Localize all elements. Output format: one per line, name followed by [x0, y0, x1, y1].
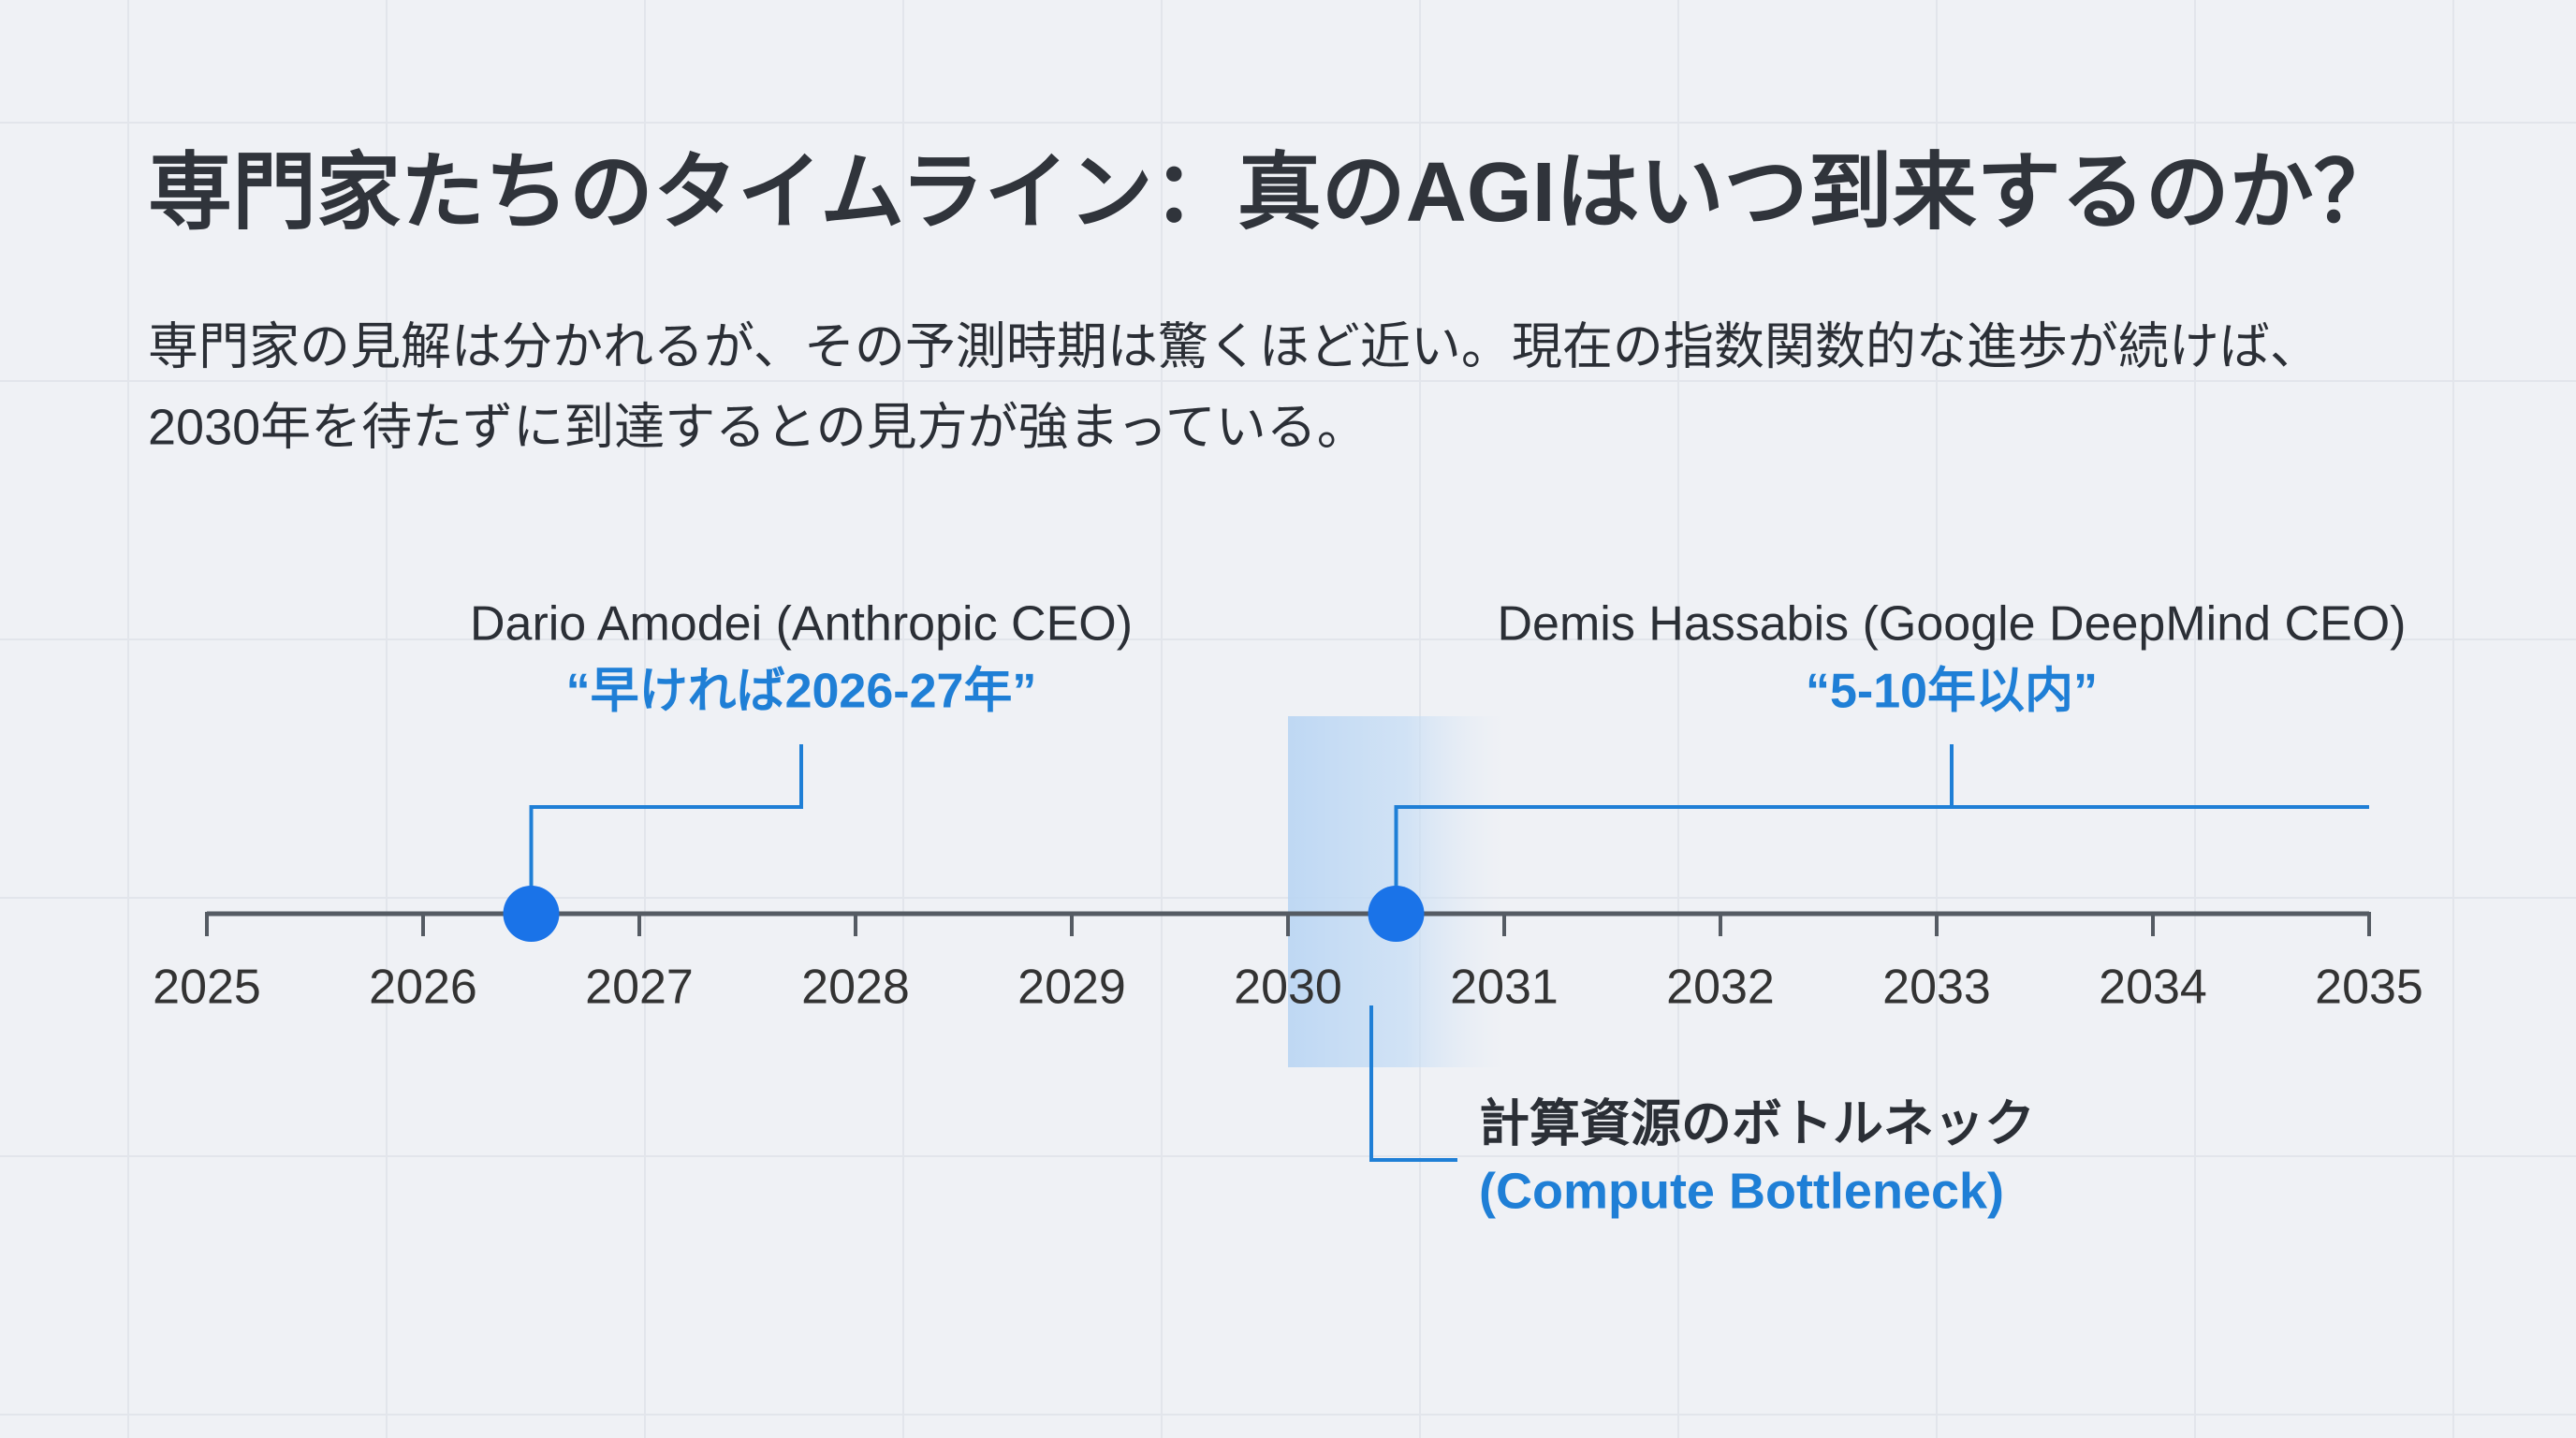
x-tick-label: 2025	[153, 961, 261, 1015]
x-tick-label: 2031	[1450, 961, 1559, 1015]
x-tick-label: 2027	[585, 961, 694, 1015]
x-tick-label: 2029	[1017, 961, 1126, 1015]
event-dot	[503, 886, 560, 942]
callout-line	[1369, 1005, 1457, 1162]
event-quote: “早ければ2026-27年”	[566, 665, 1037, 719]
x-tick-label: 2034	[2099, 961, 2207, 1015]
event-dot	[1368, 886, 1425, 942]
connector	[1394, 805, 2369, 914]
event-name: Dario Amodei (Anthropic CEO)	[470, 597, 1133, 652]
title: 専門家たちのタイムライン：真のAGIはいつ到来するのか？	[148, 146, 2398, 240]
subtitle: 専門家の見解は分かれるが、その予測時期は驚くほど近い。現在の指数関数的な進歩が続…	[148, 318, 2320, 374]
subtitle: 2030年を待たずに到達するとの見方が強まっている。	[148, 399, 1368, 455]
band-sublabel: (Compute Bottleneck)	[1479, 1163, 2004, 1219]
band-label: 計算資源のボトルネック	[1479, 1095, 2035, 1152]
x-tick-label: 2035	[2315, 961, 2423, 1015]
x-tick-label: 2028	[801, 961, 910, 1015]
x-tick-label: 2032	[1666, 961, 1775, 1015]
connector	[529, 744, 803, 914]
event-name: Demis Hassabis (Google DeepMind CEO)	[1497, 597, 2406, 652]
x-tick-label: 2026	[369, 961, 477, 1015]
x-tick-label: 2033	[1882, 961, 1991, 1015]
x-tick-label: 2030	[1234, 961, 1342, 1015]
event-quote: “5-10年以内”	[1806, 665, 2098, 719]
